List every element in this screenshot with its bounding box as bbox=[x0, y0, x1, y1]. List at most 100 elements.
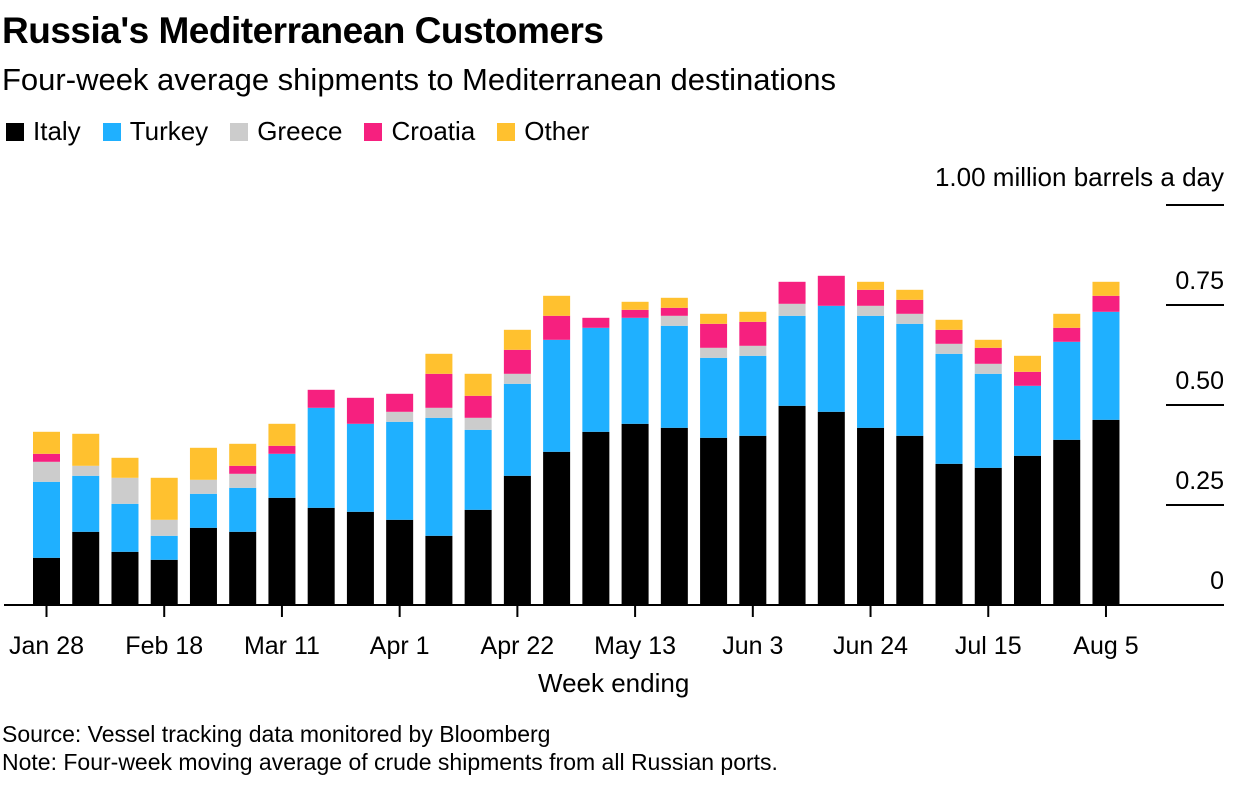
bar-group bbox=[974, 339, 1002, 605]
bar-segment-other bbox=[33, 431, 60, 454]
y-axis-unit-label: 1.00 million barrels a day bbox=[934, 162, 1224, 192]
bar-segment-croatia bbox=[621, 309, 649, 318]
legend-item-turkey: Turkey bbox=[102, 116, 209, 147]
bar-segment-other bbox=[72, 433, 100, 466]
bar-group bbox=[1014, 355, 1041, 605]
bar-segment-turkey bbox=[229, 487, 257, 532]
bar-segment-croatia bbox=[503, 349, 531, 374]
bar-segment-greece bbox=[33, 461, 60, 482]
x-tick-label: Aug 5 bbox=[1073, 632, 1138, 660]
bar-segment-turkey bbox=[621, 317, 649, 424]
bar-segment-italy bbox=[739, 435, 767, 605]
bar-segment-croatia bbox=[229, 465, 257, 474]
bar-segment-turkey bbox=[582, 327, 610, 432]
bar-segment-other bbox=[464, 373, 492, 396]
bar-segment-greece bbox=[974, 363, 1002, 374]
legend-label: Italy bbox=[33, 116, 81, 146]
bar-group bbox=[189, 447, 217, 605]
x-tick-label: Apr 1 bbox=[370, 632, 430, 660]
chart-title: Russia's Mediterranean Customers bbox=[2, 10, 604, 51]
legend-swatch bbox=[102, 122, 121, 141]
bar-group bbox=[621, 301, 649, 605]
legend-label: Turkey bbox=[129, 116, 209, 146]
bar-segment-croatia bbox=[425, 373, 453, 408]
bar-group bbox=[150, 477, 178, 605]
bar-segment-italy bbox=[33, 557, 60, 605]
bar-group bbox=[582, 317, 610, 605]
bar-segment-other bbox=[229, 443, 257, 466]
bar-segment-other bbox=[700, 313, 728, 324]
bar-segment-other bbox=[1014, 355, 1041, 372]
y-tick-label: 0.25 bbox=[1175, 467, 1224, 495]
bar-segment-italy bbox=[229, 531, 257, 605]
bar-segment-italy bbox=[896, 435, 924, 605]
bar-segment-turkey bbox=[150, 535, 178, 560]
bar-segment-turkey bbox=[346, 423, 374, 512]
legend-label: Other bbox=[524, 116, 590, 146]
legend-swatch bbox=[364, 122, 383, 141]
bar-segment-other bbox=[1092, 281, 1120, 296]
legend-label: Greece bbox=[257, 116, 343, 146]
bar-group bbox=[1053, 313, 1081, 605]
bar-segment-turkey bbox=[974, 373, 1002, 468]
bar-segment-croatia bbox=[1014, 371, 1041, 386]
x-tick-label: Jun 3 bbox=[722, 632, 783, 660]
bar-segment-italy bbox=[346, 511, 374, 605]
bar-segment-turkey bbox=[700, 357, 728, 438]
x-tick-label: Mar 11 bbox=[244, 632, 320, 660]
bar-segment-turkey bbox=[543, 339, 571, 452]
bar-segment-other bbox=[150, 477, 178, 520]
bar-segment-other bbox=[1053, 313, 1081, 328]
bar-segment-italy bbox=[543, 451, 571, 605]
x-tick-label: Jan 28 bbox=[9, 632, 84, 660]
bar-segment-greece bbox=[386, 411, 414, 422]
bar-segment-turkey bbox=[386, 421, 414, 520]
bar-segment-turkey bbox=[857, 315, 885, 428]
bar-group bbox=[700, 313, 728, 605]
legend-item-greece: Greece bbox=[230, 116, 342, 147]
bar-segment-italy bbox=[935, 463, 963, 605]
bar-segment-greece bbox=[111, 477, 139, 504]
bar-segment-turkey bbox=[896, 323, 924, 436]
bar-segment-other bbox=[268, 423, 296, 446]
bar-segment-italy bbox=[189, 527, 217, 605]
bar-segment-italy bbox=[425, 535, 453, 605]
bar-segment-greece bbox=[896, 313, 924, 324]
bar-segment-other bbox=[857, 281, 885, 290]
bar-segment-turkey bbox=[778, 315, 806, 406]
bar-segment-greece bbox=[857, 305, 885, 316]
bar-segment-greece bbox=[700, 347, 728, 358]
bar-segment-italy bbox=[621, 423, 649, 605]
bar-segment-turkey bbox=[1014, 385, 1041, 456]
bar-segment-croatia bbox=[778, 281, 806, 304]
bar-segment-other bbox=[739, 311, 767, 322]
chart-subtitle: Four-week average shipments to Mediterra… bbox=[2, 62, 837, 97]
bar-segment-croatia bbox=[739, 321, 767, 346]
bar-segment-croatia bbox=[857, 289, 885, 306]
source-note: Source: Vessel tracking data monitored b… bbox=[2, 721, 551, 747]
x-tick-label: Jul 15 bbox=[955, 632, 1022, 660]
bar-segment-croatia bbox=[660, 307, 688, 316]
bar-segment-other bbox=[660, 297, 688, 308]
bar-segment-turkey bbox=[307, 407, 335, 508]
bar-group bbox=[33, 431, 60, 605]
bar-segment-turkey bbox=[739, 355, 767, 436]
bar-segment-italy bbox=[582, 431, 610, 605]
bar-group bbox=[739, 311, 767, 605]
bar-segment-turkey bbox=[817, 305, 845, 412]
bar-segment-italy bbox=[1092, 419, 1120, 605]
bar-segment-other bbox=[974, 339, 1002, 348]
legend-label: Croatia bbox=[391, 116, 476, 146]
legend-swatch bbox=[6, 122, 24, 141]
bar-segment-turkey bbox=[503, 383, 531, 476]
bar-group bbox=[464, 373, 492, 605]
bar-group bbox=[346, 397, 374, 605]
bar-segment-croatia bbox=[700, 323, 728, 348]
bar-segment-other bbox=[189, 447, 217, 480]
bar-segment-italy bbox=[307, 507, 335, 605]
x-axis-title: Week ending bbox=[538, 668, 690, 698]
bar-segment-croatia bbox=[386, 393, 414, 412]
bar-segment-italy bbox=[857, 427, 885, 605]
bar-segment-greece bbox=[660, 315, 688, 326]
bar-segment-turkey bbox=[935, 353, 963, 464]
